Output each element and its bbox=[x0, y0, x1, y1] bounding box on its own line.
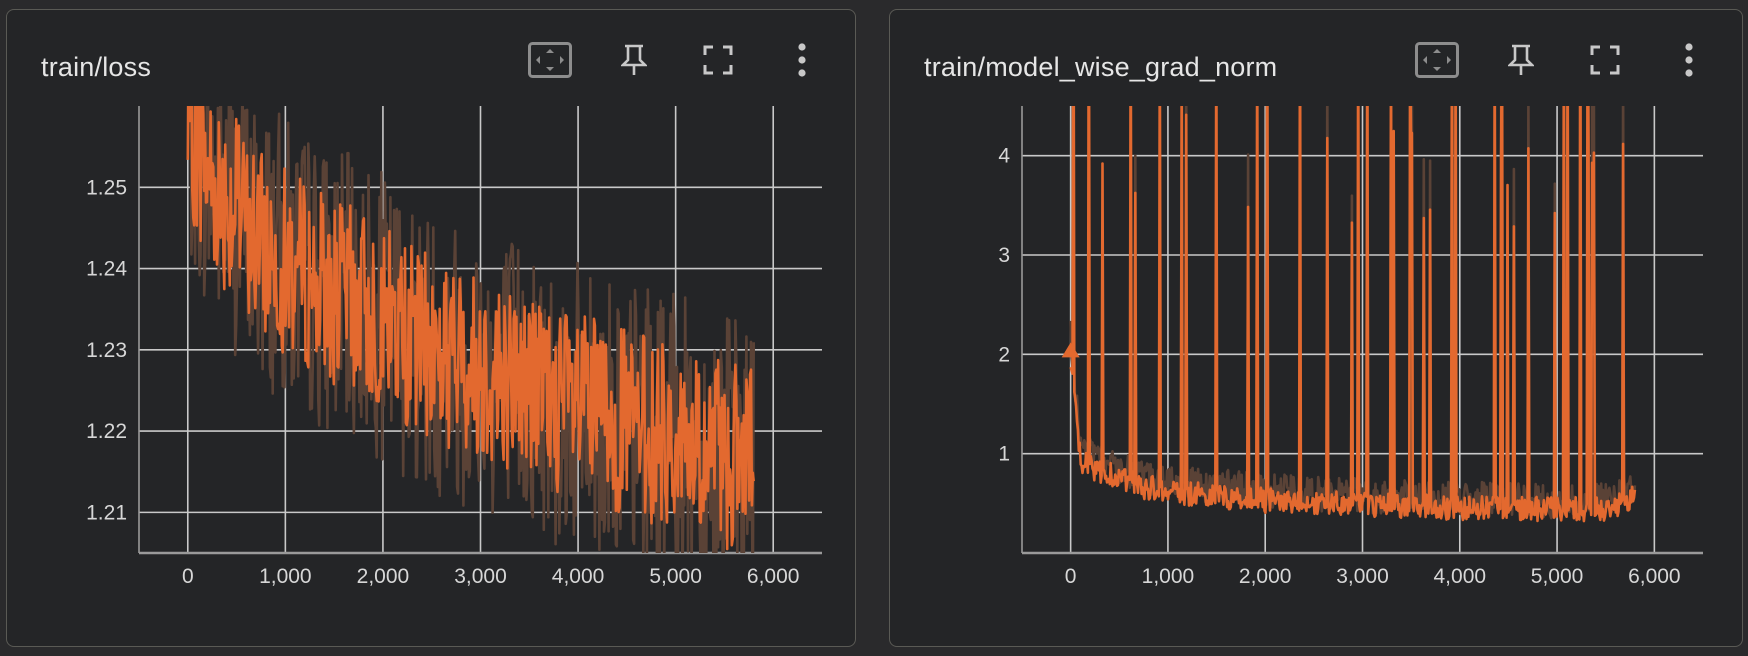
chart-0: 0 1,000 2,000 3,000 4,000 5,000 6,000 1.21 1.22 1… bbox=[86, 106, 822, 588]
y-tick-label: 1.25 bbox=[86, 176, 127, 199]
fullscreen-icon[interactable] bbox=[1582, 40, 1628, 80]
fit-domain-icon[interactable] bbox=[1414, 40, 1460, 80]
series-raw-line bbox=[187, 106, 756, 553]
x-tick-label: 6,000 bbox=[1628, 565, 1681, 588]
chart-title: train/loss bbox=[41, 52, 152, 82]
y-tick-label: 1.23 bbox=[86, 339, 127, 362]
x-tick-label: 5,000 bbox=[649, 565, 702, 588]
series-smoothed-line bbox=[186, 106, 755, 551]
chart-title: train/model_wise_grad_norm bbox=[924, 52, 1278, 82]
x-tick-label: 5,000 bbox=[1531, 565, 1584, 588]
x-tick-label: 1,000 bbox=[1142, 565, 1195, 588]
x-tick-label: 2,000 bbox=[1239, 565, 1292, 588]
x-tick-label: 0 bbox=[182, 565, 194, 588]
series-start-marker bbox=[1061, 342, 1080, 358]
x-tick-label: 1,000 bbox=[259, 565, 312, 588]
fit-domain-icon[interactable] bbox=[527, 40, 573, 80]
more-vert-icon[interactable] bbox=[779, 40, 825, 80]
series bbox=[1069, 106, 1637, 523]
y-tick-label: 1.24 bbox=[86, 258, 127, 281]
x-tick-label: 3,000 bbox=[454, 565, 507, 588]
chart-card-grad-norm: train/model_wise_grad_norm bbox=[889, 9, 1743, 647]
x-tick-label: 6,000 bbox=[747, 565, 800, 588]
x-tick-label: 2,000 bbox=[357, 565, 410, 588]
series bbox=[186, 106, 756, 553]
chart-1: 0 1,000 2,000 3,000 4,000 5,000 6,000 1 2 3 4 bbox=[998, 106, 1703, 588]
card-toolbar bbox=[527, 40, 825, 80]
y-tick-label: 3 bbox=[998, 244, 1010, 267]
x-tick-label: 4,000 bbox=[1434, 565, 1487, 588]
y-tick-label: 1 bbox=[998, 443, 1010, 466]
x-tick-label: 3,000 bbox=[1336, 565, 1389, 588]
y-tick-label: 1.22 bbox=[86, 420, 127, 443]
y-tick-label: 4 bbox=[998, 145, 1010, 168]
pin-icon[interactable] bbox=[1498, 40, 1544, 80]
x-tick-label: 0 bbox=[1065, 565, 1077, 588]
pin-icon[interactable] bbox=[611, 40, 657, 80]
series-smoothed-line bbox=[1069, 106, 1637, 523]
y-tick-label: 1.21 bbox=[86, 501, 127, 524]
x-tick-label: 4,000 bbox=[552, 565, 605, 588]
more-vert-icon[interactable] bbox=[1666, 40, 1712, 80]
card-toolbar bbox=[1414, 40, 1712, 80]
fullscreen-icon[interactable] bbox=[695, 40, 741, 80]
y-tick-label: 2 bbox=[998, 343, 1010, 366]
